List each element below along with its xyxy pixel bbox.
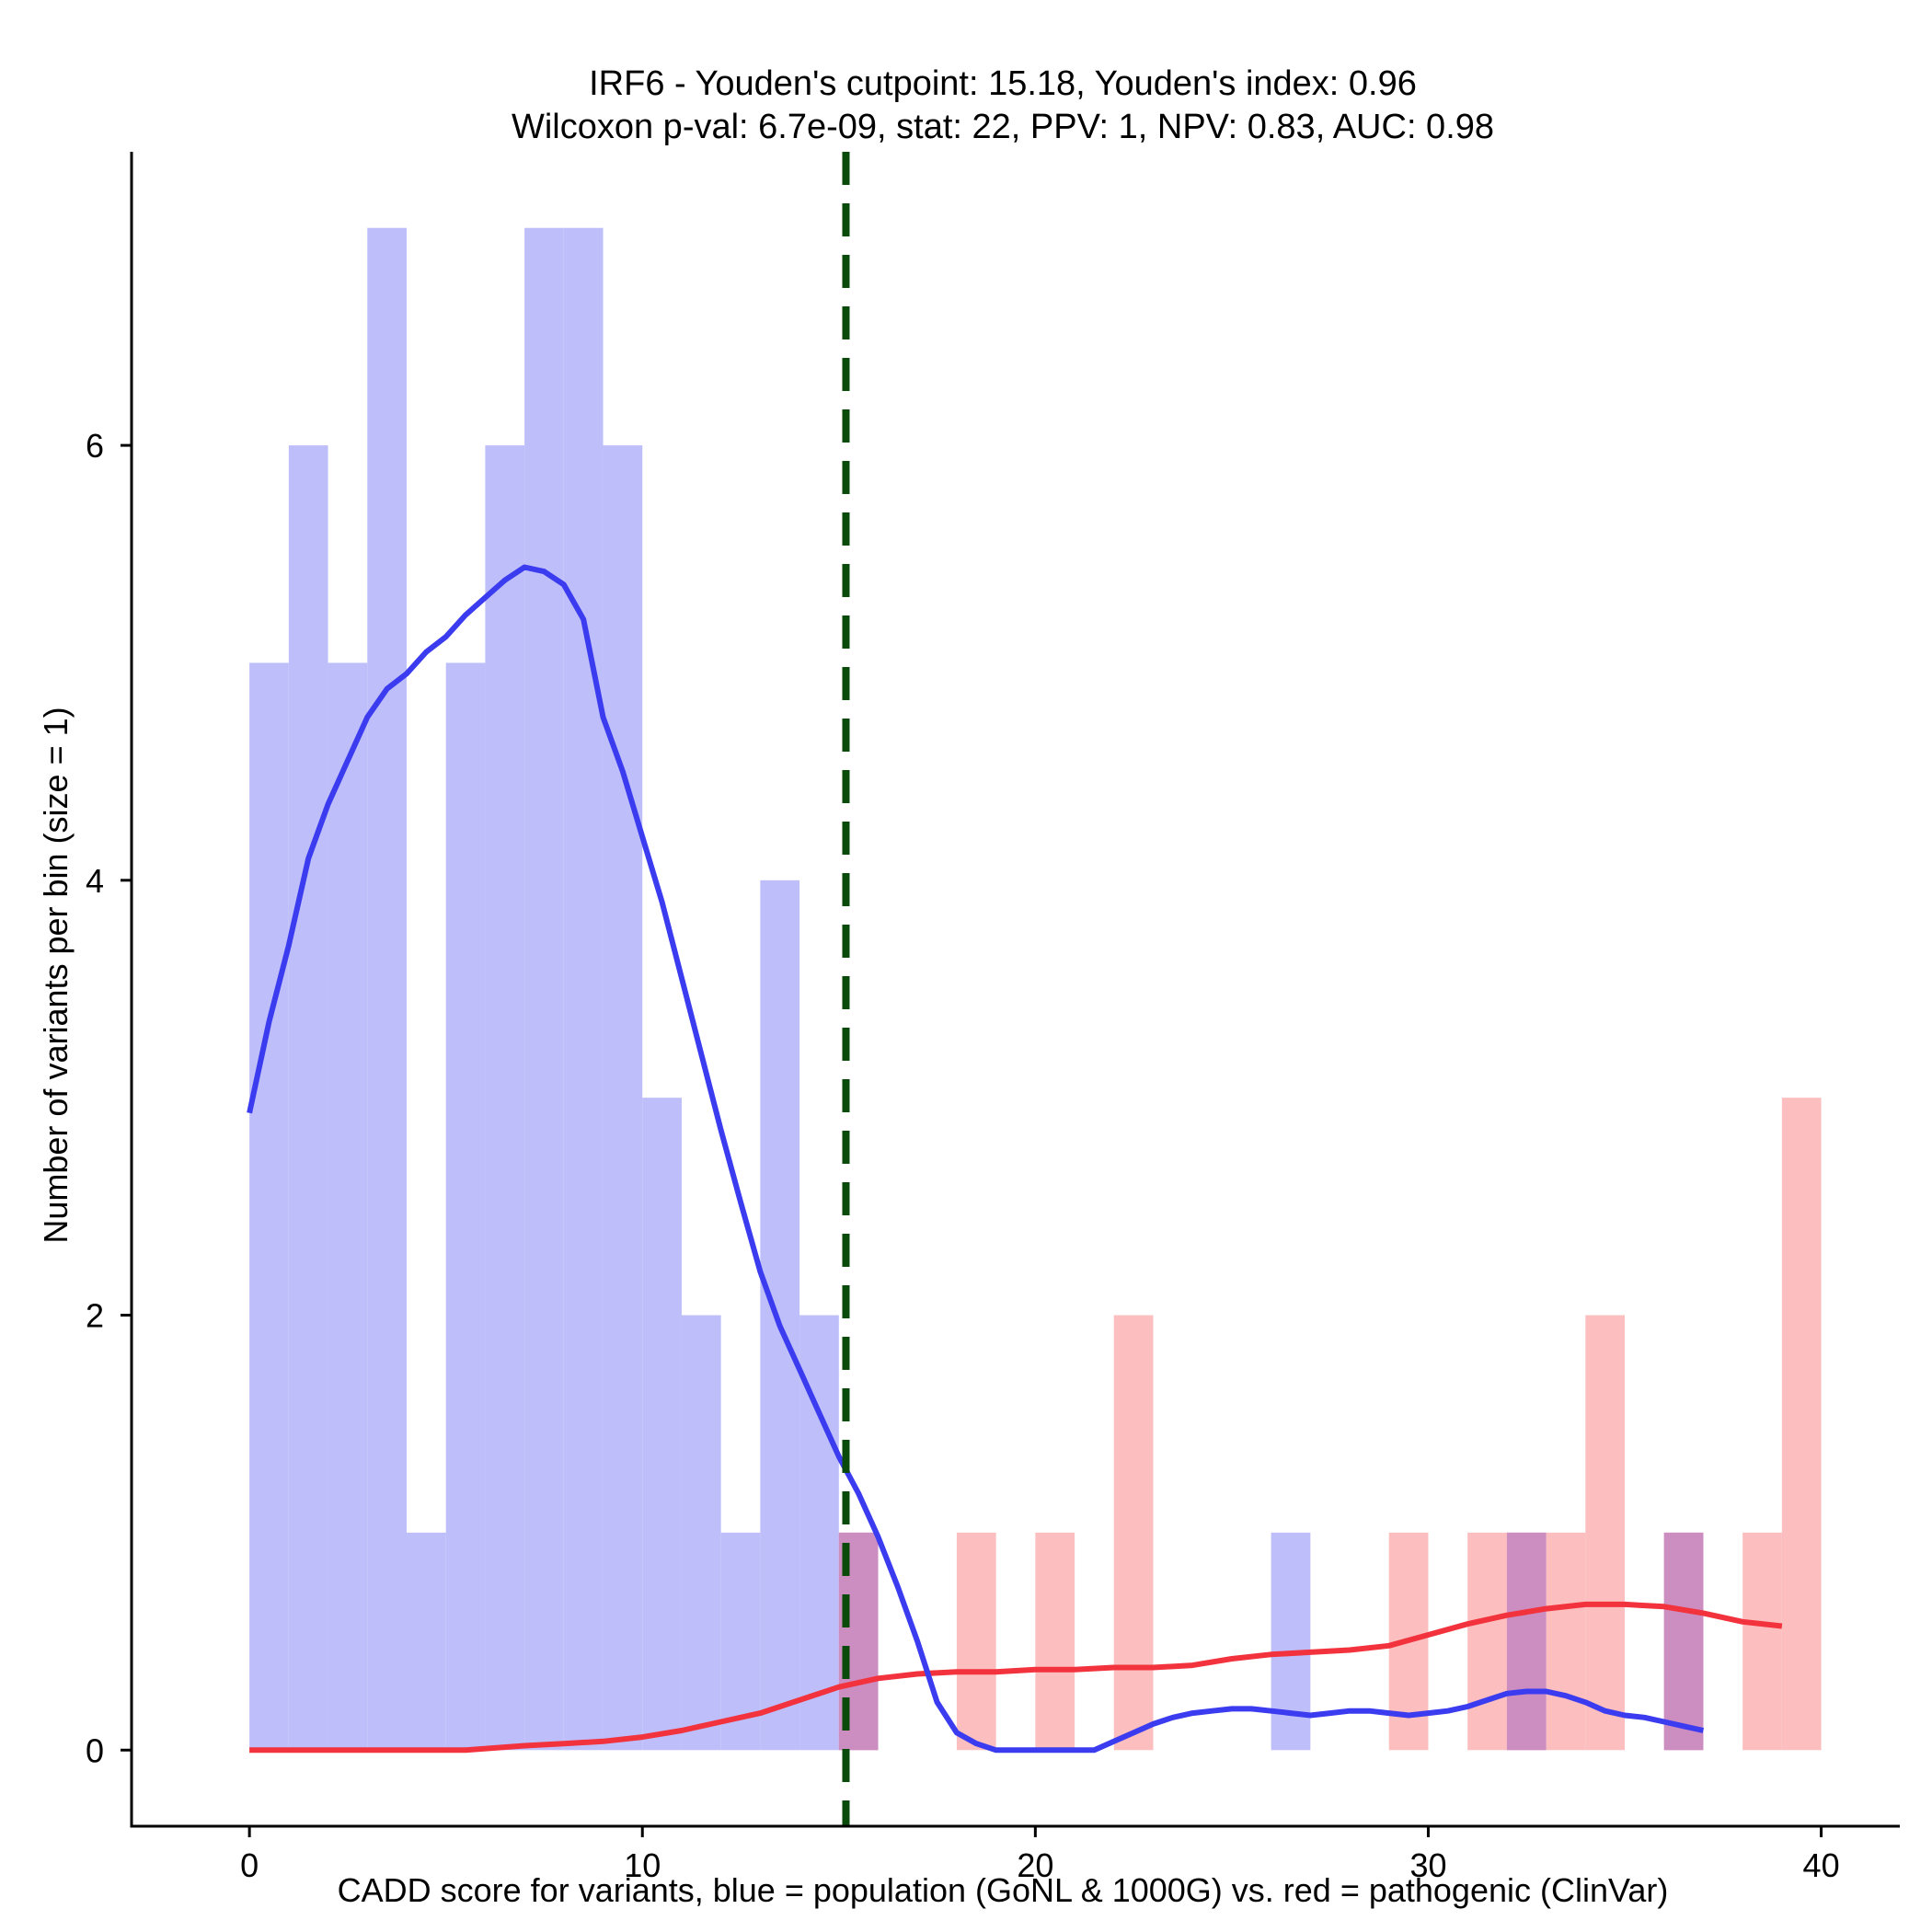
overlap-bar-32 [1506, 1532, 1547, 1751]
pathogenic-bar-18 [956, 1532, 996, 1751]
x-tick-label: 30 [1409, 1846, 1446, 1884]
pathogenic-density-line [249, 1601, 1783, 1754]
population-bar-1 [288, 445, 328, 1751]
y-tick-label: 6 [86, 427, 104, 465]
pathogenic-bar-33 [1546, 1532, 1586, 1751]
pathogenic-bar-38 [1742, 1532, 1782, 1751]
x-tick-label: 40 [1803, 1846, 1840, 1884]
overlap-bar-36 [1663, 1532, 1704, 1751]
population-bar-2 [328, 662, 368, 1751]
population-bar-0 [249, 662, 289, 1751]
population-density-line [247, 564, 1705, 1754]
population-bar-6 [485, 445, 525, 1751]
population-bar-26 [1271, 1532, 1311, 1751]
population-bar-5 [445, 662, 486, 1751]
x-tick-label: 0 [240, 1846, 259, 1884]
population-bar-4 [406, 1532, 446, 1751]
population-bar-7 [524, 227, 564, 1751]
population-bar-13 [760, 880, 800, 1751]
overlap-bars [838, 1532, 1704, 1751]
pathogenic-bar-39 [1781, 1098, 1822, 1751]
pathogenic-bar-20 [1035, 1532, 1075, 1751]
x-axis-label: CADD score for variants, blue = populati… [338, 1871, 1669, 1909]
y-tick-label: 2 [86, 1297, 104, 1335]
x-axis-ticks: 0 10 20 30 40 [240, 1826, 1840, 1884]
x-tick-label: 10 [624, 1846, 661, 1884]
population-bar-8 [563, 227, 604, 1751]
population-bar-9 [603, 445, 643, 1751]
y-axis-ticks: 0 2 4 6 [86, 427, 132, 1769]
pathogenic-bar-22 [1113, 1315, 1154, 1751]
y-axis-label: Number of variants per bin (size = 1) [37, 707, 75, 1243]
population-bar-11 [681, 1315, 721, 1751]
chart-title-line-1: IRF6 - Youden's cutpoint: 15.18, Youden'… [589, 64, 1417, 103]
population-bars [249, 227, 1704, 1751]
population-bar-10 [642, 1098, 682, 1751]
y-tick-label: 4 [86, 862, 104, 900]
chart-title-line-2: Wilcoxon p-val: 6.7e-09, stat: 22, PPV: … [512, 108, 1494, 146]
population-bar-3 [367, 227, 407, 1751]
pathogenic-bar-31 [1467, 1532, 1507, 1751]
y-tick-label: 0 [86, 1731, 104, 1769]
x-tick-label: 20 [1017, 1846, 1053, 1884]
pathogenic-bar-34 [1585, 1315, 1626, 1751]
